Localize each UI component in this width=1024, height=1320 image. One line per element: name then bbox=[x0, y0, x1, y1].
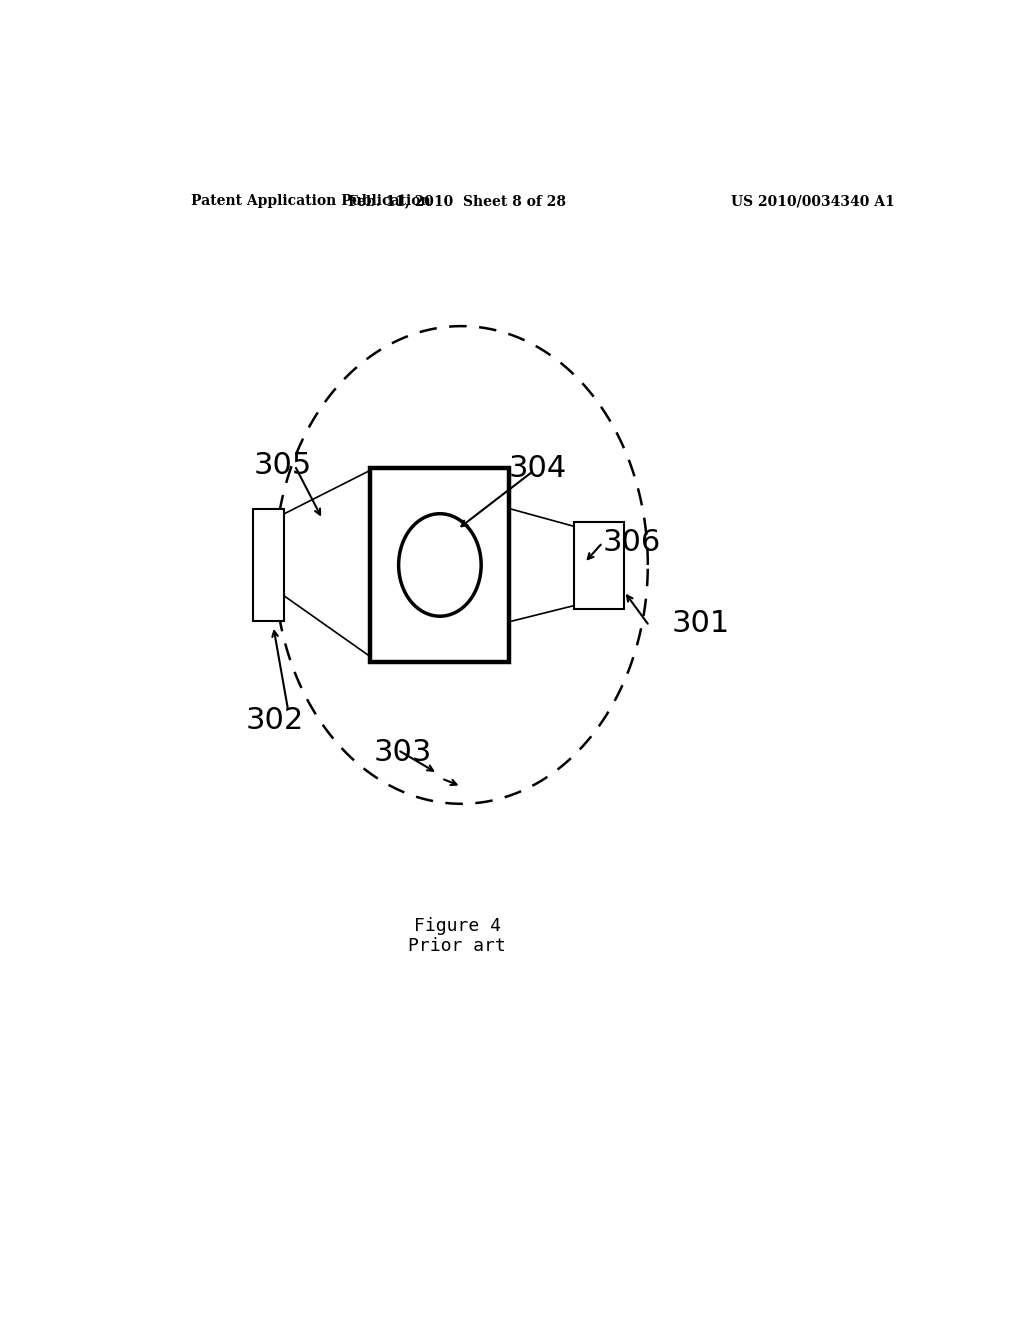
Text: 304: 304 bbox=[509, 454, 567, 483]
Text: Patent Application Publication: Patent Application Publication bbox=[191, 194, 431, 209]
Ellipse shape bbox=[398, 513, 481, 616]
Text: Prior art: Prior art bbox=[409, 937, 506, 956]
Text: 303: 303 bbox=[374, 738, 432, 767]
FancyBboxPatch shape bbox=[370, 469, 509, 661]
Text: Feb. 11, 2010  Sheet 8 of 28: Feb. 11, 2010 Sheet 8 of 28 bbox=[348, 194, 566, 209]
Text: 305: 305 bbox=[253, 451, 311, 480]
Bar bbox=[574, 523, 624, 609]
Text: 306: 306 bbox=[602, 528, 660, 557]
Bar bbox=[253, 510, 284, 620]
Text: US 2010/0034340 A1: US 2010/0034340 A1 bbox=[731, 194, 895, 209]
Text: Figure 4: Figure 4 bbox=[414, 917, 501, 935]
Text: 301: 301 bbox=[672, 610, 730, 639]
Text: 302: 302 bbox=[246, 706, 304, 735]
